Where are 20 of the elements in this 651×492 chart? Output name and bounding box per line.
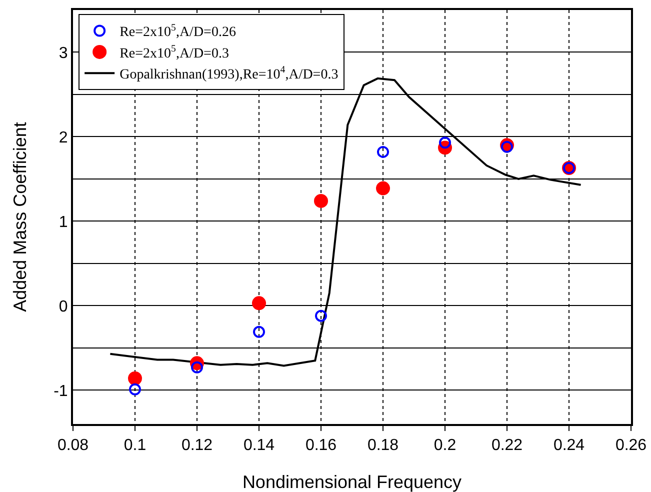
x-tick-label: 0.16 <box>305 437 337 454</box>
y-tick-label: 2 <box>58 129 68 146</box>
y-axis-title: Added Mass Coefficient <box>10 122 30 312</box>
y-tick-label: 1 <box>58 214 68 231</box>
y-tick-label: -1 <box>54 382 68 400</box>
x-axis-title: Nondimensional Frequency <box>242 472 462 492</box>
y-tick-label: 3 <box>58 44 68 62</box>
x-tick-label: 0.14 <box>243 437 275 454</box>
x-tick-label: 0.24 <box>553 437 585 454</box>
x-tick-label: 0.26 <box>615 437 647 454</box>
legend-label: Re=2x10$^{5}$,A/D=0.26 <box>120 22 236 40</box>
x-tick-label: 0.08 <box>57 437 89 454</box>
legend-label: Gopalkrishnan(1993),Re=10$^{4}$,A/D=0.3 <box>120 64 338 83</box>
x-tick-label: 0.18 <box>367 437 399 454</box>
x-tick-label: 0.12 <box>181 437 213 454</box>
x-tick-label: 0.2 <box>434 437 456 454</box>
x-tick-label: 0.22 <box>491 437 523 454</box>
x-tick-label: 0.1 <box>124 437 146 454</box>
y-tick-label: 0 <box>58 298 68 316</box>
legend-label: Re=2x10$^{5}$,A/D=0.3 <box>120 44 229 62</box>
